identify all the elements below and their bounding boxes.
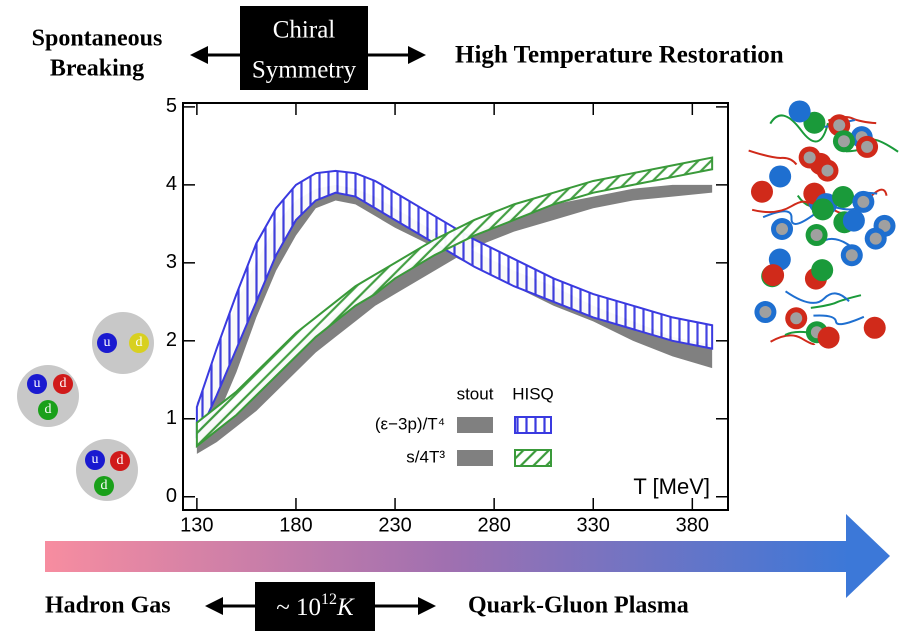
quark-label: d: [45, 402, 52, 417]
x-tick-label: 130: [180, 514, 213, 536]
x-tick-label: 180: [279, 514, 312, 536]
quark: [129, 333, 149, 353]
quark-label: d: [136, 335, 143, 350]
temperature-unit: K: [336, 594, 355, 621]
annotation: Breaking: [50, 56, 144, 82]
annotation: Hadron Gas: [45, 593, 171, 619]
plot-frame: [182, 102, 729, 511]
temperature-prefix: ~ 10: [276, 594, 321, 621]
legend-swatch: [514, 416, 552, 434]
y-tick-label: 2: [166, 329, 177, 351]
x-tick-label: 280: [477, 514, 510, 536]
symmetry-box: [240, 6, 368, 90]
quark: [110, 451, 130, 471]
quark: [94, 476, 114, 496]
annotation: Quark-Gluon Plasma: [468, 593, 689, 619]
x-axis-label: T [MeV]: [633, 474, 710, 499]
legend-column: stout: [457, 384, 494, 403]
arrow: [205, 597, 436, 615]
plot: [195, 156, 714, 454]
quark: [53, 374, 73, 394]
annotation: High Temperature Restoration: [455, 42, 784, 69]
x-tick-label: 380: [676, 514, 709, 536]
x-tick-label: 230: [378, 514, 411, 536]
axes: 0 1 2 3 4 5 130 180 230 280 330 380 T [MeV]: [166, 95, 729, 536]
quark-label: d: [101, 478, 108, 493]
y-tick-label: 1: [166, 407, 177, 429]
temperature-exponent: 12: [321, 591, 337, 608]
hadron-body: [92, 312, 154, 374]
annotation: Spontaneous: [32, 26, 163, 52]
legend-column: HISQ: [512, 384, 554, 403]
legend-label: s/4T³: [406, 447, 445, 466]
quark: [38, 400, 58, 420]
hadron: u dd: [76, 439, 138, 501]
quark-label: u: [34, 376, 41, 391]
plasma-illustration: [748, 100, 899, 349]
quark-label: u: [104, 335, 111, 350]
quark-label: d: [117, 453, 124, 468]
x-tick-label: 330: [577, 514, 610, 536]
temperature-label: ~ 1012K: [276, 591, 355, 621]
legend: stout HISQ (ε−3p)/T⁴ s/4T³: [375, 384, 554, 467]
annotation: Chiral: [273, 17, 336, 44]
legend-swatch: [457, 417, 493, 433]
quark: [85, 450, 105, 470]
legend-swatch: [514, 449, 552, 467]
hadron: u dd: [17, 365, 79, 427]
arrow: [190, 46, 426, 64]
y-tick-label: 5: [166, 95, 177, 117]
band: [195, 169, 714, 439]
y-tick-label: 0: [166, 485, 177, 507]
quark: [97, 333, 117, 353]
band: [195, 156, 714, 449]
annotation: Symmetry: [252, 57, 357, 84]
temperature-arrow: [45, 514, 890, 598]
legend-label: (ε−3p)/T⁴: [375, 414, 445, 433]
quark: [27, 374, 47, 394]
y-tick-label: 4: [166, 173, 177, 195]
temperature-box: [255, 582, 375, 631]
quark-label: d: [60, 376, 67, 391]
quark-label: u: [92, 452, 99, 467]
y-tick-label: 3: [166, 251, 177, 273]
legend-swatch: [457, 450, 493, 466]
